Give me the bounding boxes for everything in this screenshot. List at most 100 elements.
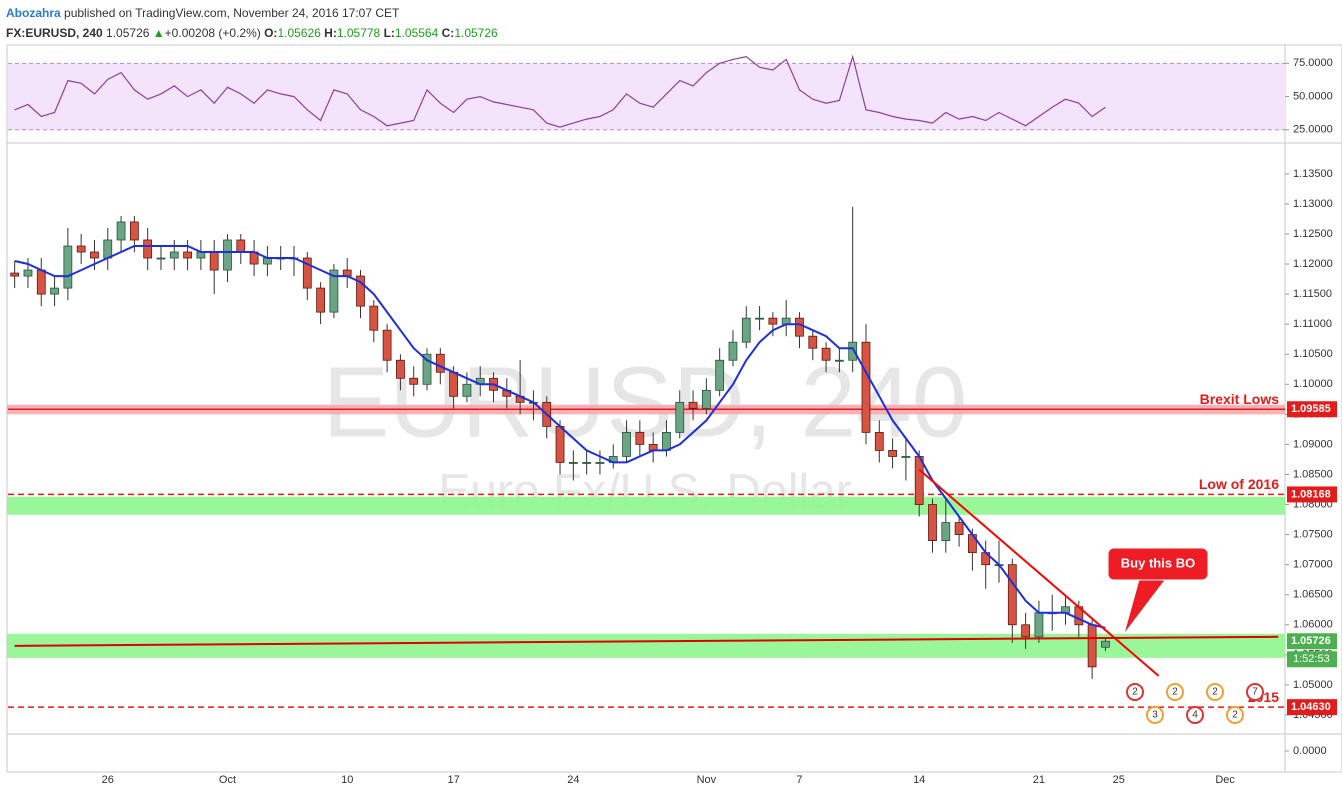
callout-text: Buy this BO xyxy=(1121,555,1195,570)
y-tick-label: 1.07000 xyxy=(1293,559,1333,571)
candle-body xyxy=(462,383,472,397)
candle-body xyxy=(103,239,113,259)
ohlc: O:1.05626 H:1.05778 L:1.05564 C:1.05726 xyxy=(264,26,498,40)
candle-body xyxy=(223,239,232,271)
candle-body xyxy=(701,389,711,409)
candle-body xyxy=(23,269,33,277)
candle-body xyxy=(1021,624,1031,638)
event-count: 2 xyxy=(1132,687,1138,698)
y-tick-label: 75.0000 xyxy=(1293,57,1333,69)
price-tag xyxy=(1287,699,1337,716)
y-tick-label: 50.0000 xyxy=(1293,90,1333,102)
y-tick-label: 0.0000 xyxy=(1293,745,1327,757)
candle-body xyxy=(129,221,139,241)
callout-pointer xyxy=(1125,578,1166,632)
candle-body xyxy=(369,305,379,331)
author[interactable]: Abozahra xyxy=(6,6,61,20)
candle-body xyxy=(768,317,778,325)
event-icon xyxy=(1166,683,1184,701)
candle-body xyxy=(116,221,126,241)
candle-body xyxy=(728,341,738,361)
price-tag-label: 1.08168 xyxy=(1291,488,1331,500)
candle-body xyxy=(808,335,818,349)
candle-body xyxy=(396,359,405,379)
ohlc-key: C: xyxy=(441,26,455,40)
candle-body xyxy=(755,317,764,320)
candle-body xyxy=(888,450,897,457)
candle-body xyxy=(143,239,153,259)
candle-body xyxy=(63,245,73,289)
y-tick-label: 1.07500 xyxy=(1293,529,1333,541)
candle-body xyxy=(821,347,831,361)
ohlc-key: L: xyxy=(383,26,395,40)
candle-body xyxy=(329,269,339,313)
y-tick-label: 1.11500 xyxy=(1293,288,1332,300)
y-tick-label: 25.0000 xyxy=(1293,124,1333,136)
event-icon xyxy=(1186,706,1204,724)
candle-body xyxy=(715,359,725,391)
candle-body xyxy=(435,353,445,373)
rsi-line xyxy=(14,54,1106,128)
y-tick-label: 1.13500 xyxy=(1293,168,1333,180)
callout-box xyxy=(1107,547,1209,581)
header: Abozahra published on TradingView.com, N… xyxy=(6,3,498,43)
candle-body xyxy=(662,431,671,451)
candle-body xyxy=(688,401,698,409)
candle-body xyxy=(1034,612,1044,638)
candle-body xyxy=(409,377,419,385)
watermark: EURUSD, 240 xyxy=(323,346,968,458)
candle-body xyxy=(635,431,645,445)
last-price-label: 1.05726 xyxy=(1291,635,1331,647)
ohlc-value: 1.05726 xyxy=(454,26,498,40)
last: 1.05726 xyxy=(106,26,150,40)
candle-body xyxy=(834,359,844,362)
candle-body xyxy=(302,257,312,289)
arrow: ▲ xyxy=(152,26,165,40)
candle-body xyxy=(861,341,871,433)
candle-body xyxy=(555,425,565,463)
event-icon xyxy=(1146,706,1164,724)
events: 2 3 2 4 2 2 7 xyxy=(1126,683,1264,724)
ohlc-key: H: xyxy=(324,26,337,40)
header-line: Abozahra published on TradingView.com, N… xyxy=(6,3,498,23)
x-tick-label: 10 xyxy=(341,774,353,786)
candle-body xyxy=(209,251,219,271)
ohlc-value: 1.05626 xyxy=(277,26,321,40)
price-tag-label: 1.04630 xyxy=(1291,701,1331,713)
event-icon xyxy=(1246,683,1264,701)
y-tick-label: 1.06500 xyxy=(1293,589,1333,601)
candle-body xyxy=(183,251,192,259)
candle-body xyxy=(1007,564,1017,626)
candle-body xyxy=(382,329,392,361)
candle-body xyxy=(10,272,20,277)
change: +0.00208 (+0.2%) xyxy=(164,26,261,40)
candle-body xyxy=(914,456,924,505)
y-tick-label: 1.12500 xyxy=(1293,228,1333,240)
published: published on TradingView.com, November 2… xyxy=(64,6,400,20)
event-icon xyxy=(1206,683,1224,701)
candle-body xyxy=(422,353,432,385)
zone xyxy=(7,496,1285,515)
event-count: 3 xyxy=(1152,710,1158,721)
candle-body xyxy=(90,251,99,259)
level-name: Brexit Lows xyxy=(1200,391,1280,407)
event-count: 7 xyxy=(1252,687,1258,698)
candle-body xyxy=(941,522,951,542)
event-count: 2 xyxy=(1172,687,1178,698)
candle-body xyxy=(449,371,459,397)
symbol: FX:EURUSD, 240 xyxy=(6,26,103,40)
y-tick-label: 1.06000 xyxy=(1293,619,1333,631)
x-tick-label: 14 xyxy=(913,774,925,786)
event-icon xyxy=(1226,706,1244,724)
trend-line xyxy=(14,635,1279,647)
y-tick-label: 1.08500 xyxy=(1293,468,1333,480)
level-name: Low of 2016 xyxy=(1199,476,1279,492)
y-tick-label: 1.12000 xyxy=(1293,258,1333,270)
event-count: 2 xyxy=(1232,710,1238,721)
candle-body xyxy=(76,245,86,253)
countdown-tag xyxy=(1287,651,1337,668)
x-tick-label: 7 xyxy=(796,774,802,786)
candle-body xyxy=(568,462,578,464)
